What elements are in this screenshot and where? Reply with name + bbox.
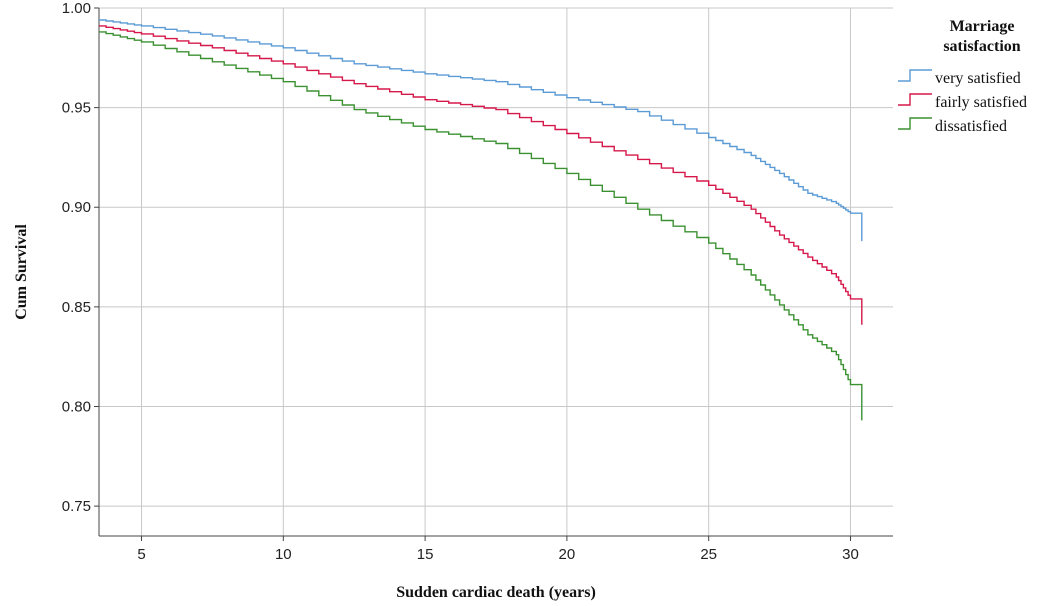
- series-line-fairly-satisfied: [99, 26, 862, 325]
- legend-items: very satisfied fairly satisfied dissatisfi…: [898, 70, 1027, 135]
- x-tick-label: 10: [275, 546, 292, 563]
- x-tick-label: 25: [700, 546, 717, 563]
- legend-swatch-dissatisfied: [898, 118, 932, 129]
- series-lines: [99, 20, 862, 420]
- axes: [99, 8, 893, 536]
- x-tick-label: 20: [559, 546, 576, 563]
- y-tick-label: 0.75: [62, 498, 91, 515]
- legend-title-line-1: Marriage: [950, 18, 1015, 35]
- tick-labels: 5 10 15 20 25 30 0.75 0.80 0.85 0.90 0.95 1.00: [62, 0, 859, 563]
- y-tick-label: 0.90: [62, 199, 91, 216]
- legend: Marriage satisfaction very satisfied fair…: [898, 18, 1027, 135]
- legend-swatch-very-satisfied: [898, 70, 932, 81]
- y-tick-label: 1.00: [62, 0, 91, 17]
- y-tick-label: 0.95: [62, 100, 91, 117]
- series-line-dissatisfied: [99, 32, 862, 421]
- grid-lines: [99, 8, 893, 536]
- y-tick-label: 0.80: [62, 398, 91, 415]
- legend-label-very-satisfied: very satisfied: [935, 70, 1021, 87]
- legend-swatch-fairly-satisfied: [898, 94, 932, 105]
- legend-title-line-2: satisfaction: [943, 38, 1020, 55]
- x-axis-title: Sudden cardiac death (years): [396, 584, 596, 601]
- legend-label-dissatisfied: dissatisfied: [935, 118, 1007, 135]
- y-axis-title: Cum Survival: [13, 224, 30, 320]
- x-tick-label: 5: [137, 546, 145, 563]
- legend-label-fairly-satisfied: fairly satisfied: [935, 94, 1027, 111]
- series-line-very-satisfied: [99, 20, 862, 241]
- x-tick-label: 30: [842, 546, 859, 563]
- x-tick-label: 15: [417, 546, 434, 563]
- y-tick-label: 0.85: [62, 299, 91, 316]
